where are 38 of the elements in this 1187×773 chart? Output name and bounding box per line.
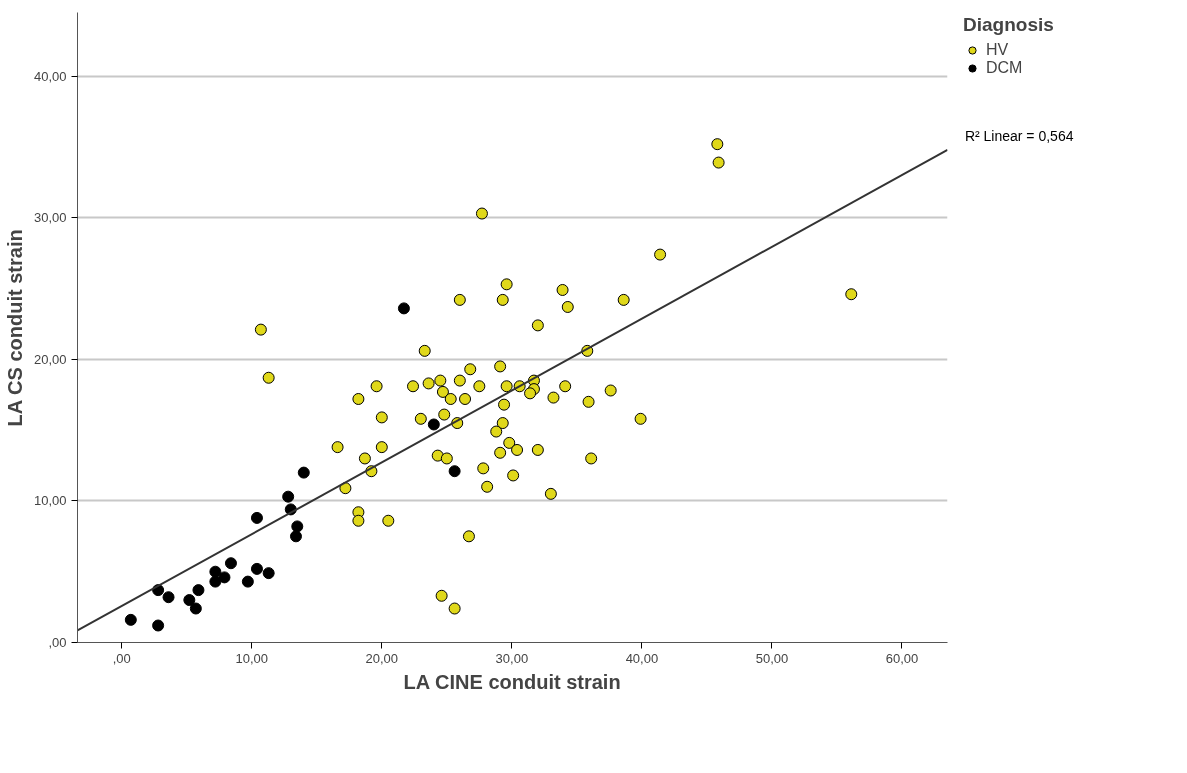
x-tick-label: ,00	[112, 650, 131, 666]
point	[427, 418, 440, 431]
x-axis-title: LA CINE conduit strain	[403, 670, 621, 693]
point	[183, 594, 196, 607]
x-tick-label: 40,00	[625, 650, 659, 666]
point	[124, 613, 137, 626]
x-tick-label: 20,00	[365, 650, 399, 666]
legend-label: DCM	[986, 59, 1023, 77]
point	[262, 567, 275, 580]
text: R² Linear = 0,564	[964, 127, 1074, 144]
point	[250, 511, 263, 524]
point	[224, 557, 237, 570]
point	[192, 584, 205, 597]
legend-title: Diagnosis	[963, 14, 1054, 36]
y-tick-label: 30,00	[33, 210, 67, 226]
point	[282, 490, 295, 503]
point	[241, 575, 254, 588]
point	[218, 571, 231, 584]
y-tick-label: 20,00	[33, 351, 67, 367]
point	[291, 520, 304, 533]
y-tick-label: 10,00	[33, 493, 67, 509]
point	[397, 302, 410, 315]
point	[289, 530, 302, 543]
x-tick-label: 30,00	[495, 650, 529, 666]
y-tick-label: 40,00	[33, 68, 67, 84]
x-tick-label: 50,00	[755, 650, 789, 666]
point	[152, 619, 165, 632]
y-axis-title: LA CS conduit strain	[3, 229, 26, 427]
point	[209, 575, 222, 588]
x-tick-label: 60,00	[885, 650, 919, 666]
point	[297, 466, 310, 479]
x-tick-label: 10,00	[235, 650, 269, 666]
y-tick-label: ,00	[48, 635, 67, 650]
point	[162, 591, 175, 604]
point	[250, 562, 263, 575]
legend-label: HV	[986, 41, 1009, 59]
point	[448, 465, 461, 478]
point	[189, 602, 202, 615]
